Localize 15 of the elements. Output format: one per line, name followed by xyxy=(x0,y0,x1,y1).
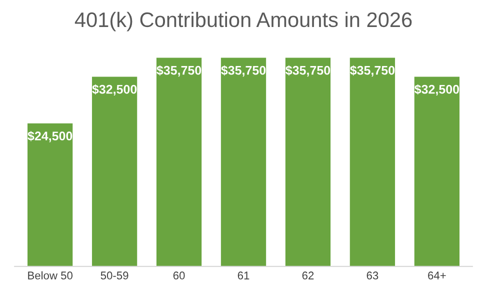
x-tick-label: 63 xyxy=(366,272,378,280)
x-tick-label: 62 xyxy=(302,272,314,280)
data-label: $32,500 xyxy=(414,84,460,96)
data-label: $35,750 xyxy=(286,65,330,77)
x-tick-label: 61 xyxy=(238,272,250,280)
data-label: $32,500 xyxy=(92,84,137,96)
x-tick-label: 64+ xyxy=(428,272,446,280)
x-tick-label: Below 50 xyxy=(28,271,72,280)
data-label: $35,750 xyxy=(221,65,266,77)
x-tick-label: 50-59 xyxy=(100,272,128,280)
data-label: $24,500 xyxy=(28,131,72,142)
x-tick-label: 60 xyxy=(173,272,185,280)
data-label: $35,750 xyxy=(156,65,202,77)
data-label: $35,750 xyxy=(350,65,395,77)
chart-title: 401(k) Contribution Amounts in 2026 xyxy=(74,12,412,32)
